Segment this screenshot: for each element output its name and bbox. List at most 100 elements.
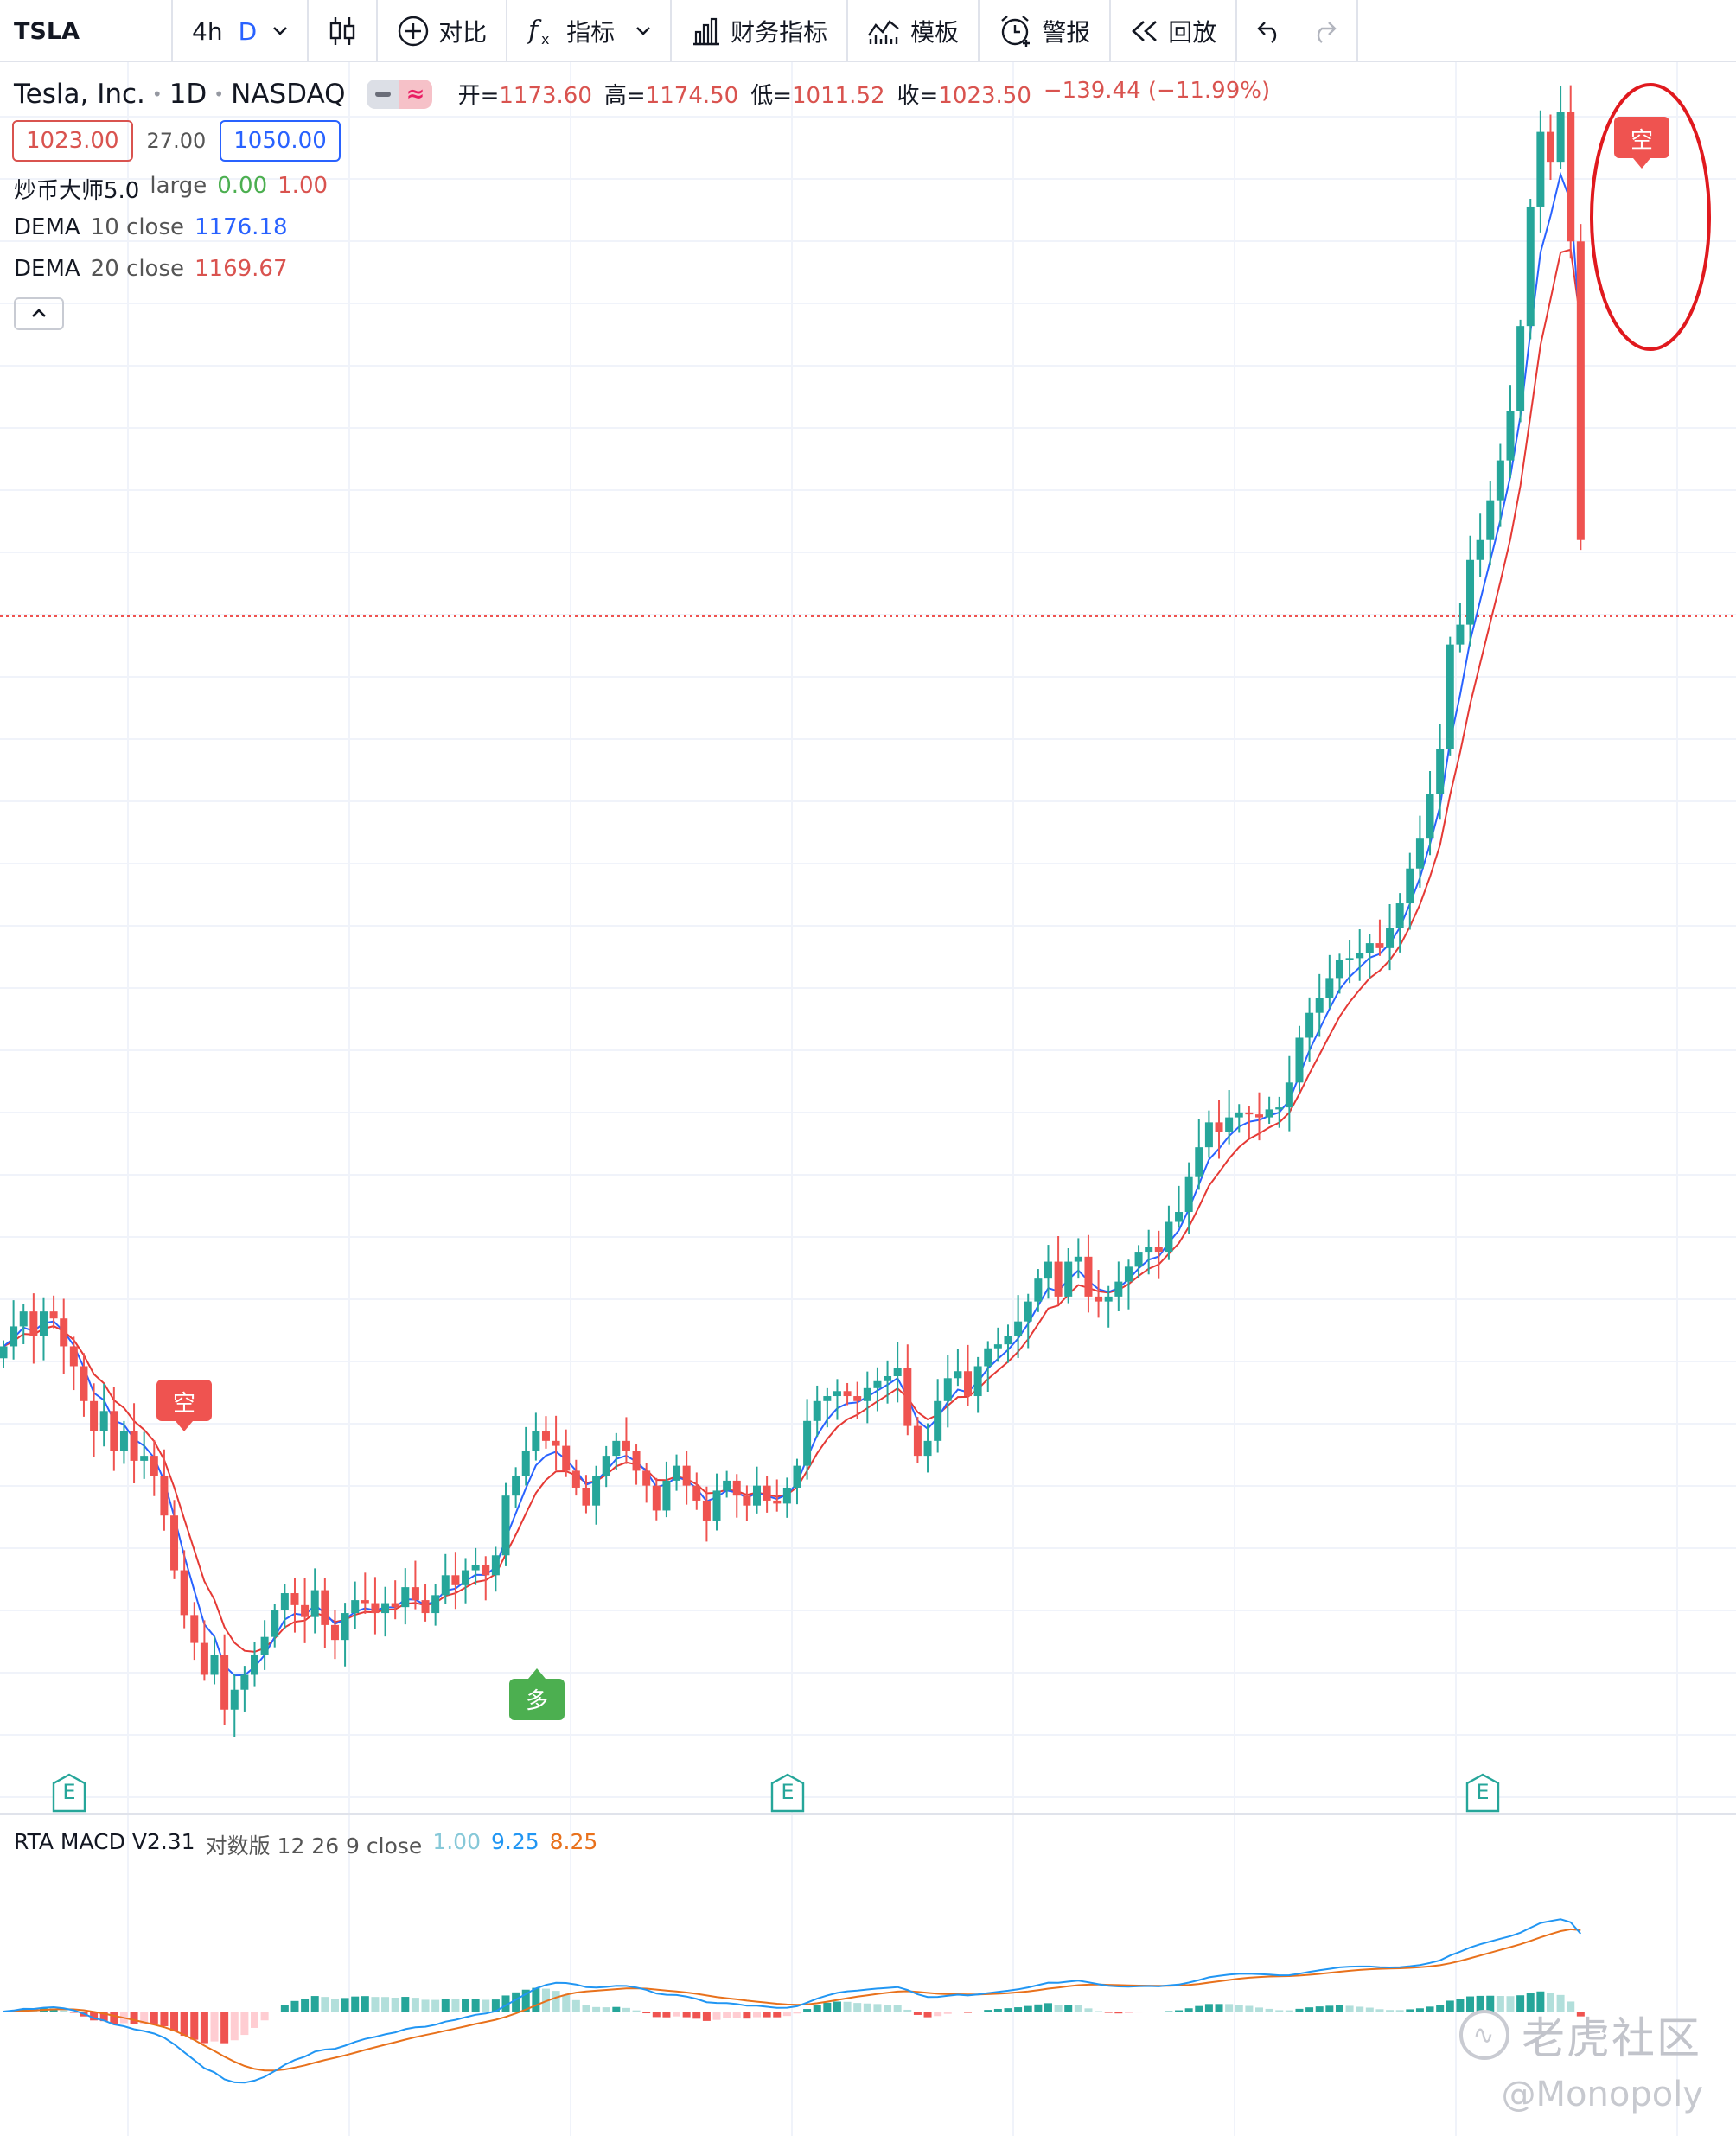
macd-histogram-bar	[923, 2012, 932, 2018]
candle-body	[140, 1456, 149, 1461]
symbol-search-button[interactable]: TSLA	[0, 0, 173, 62]
candle-body	[823, 1396, 832, 1401]
chevron-down-icon[interactable]	[272, 26, 288, 36]
grid	[0, 62, 1736, 1813]
market-status-pill[interactable]: ≈	[366, 79, 432, 109]
candle-body	[90, 1400, 99, 1431]
indicator-name: RTA MACD V2.31	[14, 1829, 195, 1854]
candle-body	[1044, 1261, 1052, 1279]
macd-histogram-bar	[371, 1997, 380, 2012]
candle-body	[491, 1555, 500, 1576]
svg-text:f: f	[527, 16, 542, 46]
macd-histogram-bar	[150, 2012, 158, 2024]
redo-icon[interactable]	[1310, 19, 1337, 43]
macd-histogram-bar	[381, 1997, 390, 2012]
macd-histogram-bar	[1204, 2004, 1213, 2012]
macd-histogram-bar	[491, 1999, 500, 2012]
candle-body	[1145, 1247, 1153, 1253]
short-signal-marker[interactable]: 空	[1614, 117, 1669, 169]
chart-type-button[interactable]	[309, 0, 379, 62]
indicator-value: 0.00	[217, 173, 268, 199]
earnings-marker[interactable]: E	[1465, 1773, 1500, 1813]
collapse-legend-button[interactable]	[14, 297, 64, 330]
macd-histogram-bar	[1365, 2007, 1374, 2012]
candle-body	[1165, 1221, 1173, 1253]
macd-histogram-bar	[512, 1992, 520, 2012]
interval-day-button[interactable]: D	[238, 16, 258, 46]
candle-body	[753, 1485, 761, 1506]
candle-body	[1104, 1296, 1113, 1302]
short-signal-label: 空	[1631, 128, 1653, 154]
candle-body	[119, 1431, 128, 1451]
candle-body	[642, 1470, 651, 1486]
macd-histogram-bar	[813, 2005, 821, 2012]
macd-pane[interactable]	[0, 1815, 1736, 2136]
macd-histogram-bar	[873, 2004, 882, 2012]
candle-body	[401, 1587, 410, 1608]
macd-histogram-bar	[1446, 2000, 1454, 2012]
candle-body	[1245, 1112, 1254, 1115]
macd-histogram-bar	[984, 2010, 992, 2012]
candle-body	[1225, 1117, 1234, 1132]
alerts-button[interactable]: 警报	[980, 0, 1112, 62]
macd-histogram-bar	[99, 2012, 108, 2022]
candle-body	[462, 1570, 470, 1585]
macd-histogram-bar	[632, 2010, 641, 2012]
short-signal-marker[interactable]: 空	[156, 1380, 212, 1431]
indicator-legend-dema10[interactable]: DEMA 10 close 1176.18	[14, 214, 288, 240]
macd-histogram-bar	[571, 1999, 580, 2012]
candle-body	[280, 1593, 289, 1610]
price-chart[interactable]: 空 多 空 E E E	[0, 62, 1736, 1813]
chevron-down-icon[interactable]	[635, 26, 651, 36]
macd-histogram-bar	[1175, 2010, 1184, 2012]
interval-selector[interactable]: 4h D	[173, 0, 310, 62]
macd-histogram-bar	[501, 1995, 510, 2012]
pane-separator[interactable]	[0, 1813, 1736, 1815]
candle-body	[210, 1655, 219, 1675]
templates-button[interactable]: 模板	[848, 0, 980, 62]
interval-4h-button[interactable]: 4h	[192, 16, 223, 46]
candle-body	[1516, 326, 1525, 411]
candlestick-icon	[328, 16, 357, 47]
candle-body	[1054, 1261, 1063, 1297]
sell-button[interactable]: 1023.00	[12, 120, 133, 162]
candle-body	[200, 1642, 208, 1675]
candle-body	[361, 1600, 369, 1604]
macd-legend[interactable]: RTA MACD V2.31 对数版 12 26 9 close 1.00 9.…	[14, 1829, 597, 1860]
template-chart-icon	[867, 16, 902, 46]
candle-body	[1074, 1256, 1082, 1262]
candle-body	[1184, 1176, 1193, 1212]
earnings-marker[interactable]: E	[770, 1773, 805, 1813]
order-buttons: 1023.00 27.00 1050.00	[12, 120, 341, 162]
buy-button[interactable]: 1050.00	[220, 120, 341, 162]
macd-histogram-bar	[301, 1999, 310, 2012]
candle-body	[552, 1440, 560, 1446]
candle-body	[1546, 131, 1554, 163]
macd-histogram-bar	[1536, 1991, 1545, 2012]
financials-button[interactable]: 财务指标	[672, 0, 849, 62]
macd-histogram-bar	[321, 1997, 329, 2012]
macd-histogram-bar	[180, 2012, 188, 2037]
grid	[127, 1815, 1678, 2136]
candle-body	[682, 1465, 691, 1486]
indicator-param: 10 close	[90, 214, 184, 240]
macd-histogram-bar	[110, 2012, 118, 2024]
compare-button[interactable]: 对比	[378, 0, 508, 62]
candle-body	[1004, 1336, 1012, 1345]
open-value: 1173.60	[499, 83, 592, 109]
earnings-marker[interactable]: E	[52, 1773, 86, 1813]
macd-histogram-bar	[541, 1988, 550, 2012]
macd-histogram-bar	[130, 2012, 138, 2024]
candle-body	[803, 1420, 812, 1466]
macd-signal-line	[3, 1928, 1581, 2072]
macd-histogram-bar	[612, 2006, 621, 2012]
undo-icon[interactable]	[1256, 19, 1284, 43]
candle-body	[532, 1431, 540, 1451]
long-signal-marker[interactable]: 多	[509, 1668, 565, 1720]
indicator-param: large	[150, 173, 207, 199]
replay-button[interactable]: 回放	[1111, 0, 1238, 62]
indicator-legend-dema20[interactable]: DEMA 20 close 1169.67	[14, 256, 288, 282]
candle-body	[1526, 206, 1535, 327]
indicator-legend-1[interactable]: 炒币大师5.0 large 0.00 1.00	[14, 173, 328, 205]
